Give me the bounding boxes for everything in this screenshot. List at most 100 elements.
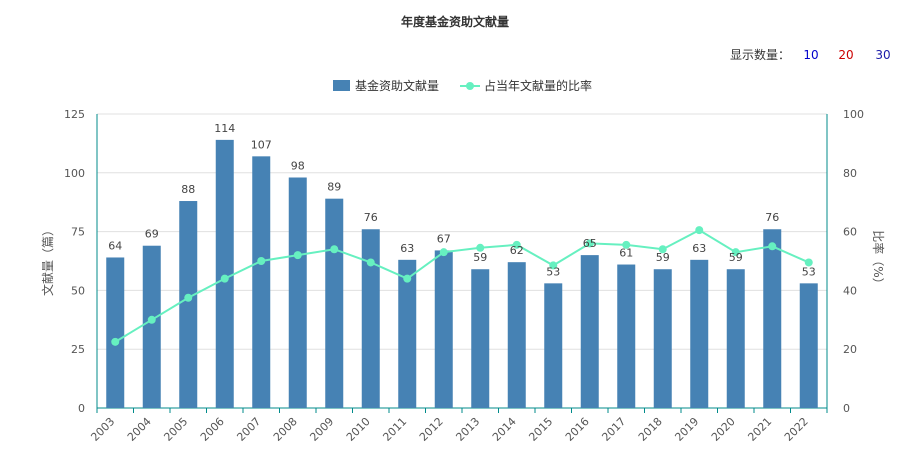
bar[interactable]	[580, 255, 599, 408]
display-count-control: 显示数量： 10 20 30	[730, 47, 891, 62]
y-tick-label: 0	[78, 402, 85, 415]
bar[interactable]	[325, 198, 344, 408]
ratio-point[interactable]	[512, 240, 521, 249]
x-tick-label: 2016	[563, 415, 592, 444]
y2-tick-label: 20	[843, 343, 857, 356]
x-tick-label: 2018	[636, 415, 665, 444]
legend-item-bar[interactable]: 基金资助文献量	[333, 78, 439, 93]
y-axis-title: 文献量（篇）	[40, 224, 55, 296]
bar[interactable]	[617, 264, 636, 408]
bar[interactable]	[179, 201, 198, 408]
bar[interactable]	[106, 257, 125, 408]
bar-series	[106, 139, 818, 408]
x-tick-label: 2012	[417, 415, 446, 444]
line-series	[111, 226, 813, 346]
bar-value-label: 53	[546, 265, 560, 278]
ratio-point[interactable]	[257, 257, 266, 265]
y-tick-label: 100	[64, 167, 85, 180]
ratio-point[interactable]	[658, 245, 667, 254]
bar[interactable]	[544, 283, 563, 408]
x-tick-label: 2017	[599, 415, 628, 444]
bar-value-label: 76	[364, 211, 378, 224]
bar[interactable]	[690, 259, 709, 408]
grid-lines	[97, 113, 827, 350]
bar-value-label: 76	[765, 211, 779, 224]
ratio-point[interactable]	[585, 239, 594, 248]
ratio-point[interactable]	[476, 243, 485, 252]
bar-value-label: 59	[729, 251, 743, 264]
bar[interactable]	[726, 269, 745, 408]
y2-tick-label: 80	[843, 167, 857, 180]
ratio-point[interactable]	[804, 258, 813, 267]
x-tick-label: 2020	[709, 415, 738, 444]
y2-axis-title: 比率（%）	[871, 230, 886, 289]
bar[interactable]	[507, 262, 526, 408]
ratio-point[interactable]	[731, 248, 740, 257]
ratio-point[interactable]	[184, 293, 193, 302]
display-count-option-30[interactable]: 30	[875, 48, 890, 62]
chart-title: 年度基金资助文献量	[401, 14, 509, 29]
bar[interactable]	[252, 156, 271, 408]
legend-bar-label: 基金资助文献量	[355, 78, 439, 93]
bar-value-label: 53	[802, 265, 816, 278]
bar-value-label: 59	[473, 251, 487, 264]
ratio-point[interactable]	[220, 274, 229, 283]
x-tick-label: 2009	[307, 415, 336, 444]
ratio-point[interactable]	[695, 226, 704, 235]
bar-value-label: 61	[619, 247, 633, 260]
display-count-option-10[interactable]: 10	[803, 48, 818, 62]
bar[interactable]	[653, 269, 672, 408]
x-tick-label: 2006	[198, 415, 227, 444]
ratio-point[interactable]	[147, 315, 156, 324]
bar[interactable]	[471, 269, 490, 408]
ratio-line	[114, 228, 810, 343]
display-count-label: 显示数量：	[730, 47, 790, 62]
bar-value-label: 98	[291, 160, 305, 173]
display-count-option-20[interactable]: 20	[838, 48, 853, 62]
legend-line-marker	[466, 82, 474, 90]
bar-value-label: 62	[510, 244, 524, 257]
legend-item-line[interactable]: 占当年文献量的比率	[460, 78, 592, 93]
bar-value-label: 59	[656, 251, 670, 264]
ratio-point[interactable]	[439, 248, 448, 257]
bar[interactable]	[398, 259, 417, 408]
legend: 基金资助文献量 占当年文献量的比率	[333, 78, 592, 93]
ratio-point[interactable]	[403, 274, 412, 283]
ratio-point[interactable]	[622, 240, 631, 249]
ratio-point[interactable]	[366, 258, 375, 267]
x-tick-label: 2013	[453, 415, 482, 444]
ratio-point[interactable]	[768, 242, 777, 251]
x-tick-label: 2003	[88, 415, 117, 444]
x-tick-label: 2005	[161, 415, 190, 444]
ratio-point[interactable]	[111, 337, 120, 346]
legend-bar-swatch	[333, 80, 350, 91]
bar[interactable]	[215, 139, 234, 408]
y2-tick-label: 0	[843, 402, 850, 415]
data-labels: 64 69 88 114 107 98 89 76 63 67 59 62 53 65 61 59 63 59 76…	[108, 122, 816, 278]
ratio-point[interactable]	[549, 261, 558, 270]
bar-value-label: 114	[214, 122, 235, 135]
x-tick-label: 2008	[271, 415, 300, 444]
bar-value-label: 89	[327, 181, 341, 194]
bar-value-label: 107	[251, 138, 272, 151]
y-tick-label: 75	[71, 226, 85, 239]
bar[interactable]	[763, 229, 782, 408]
y-tick-label: 50	[71, 284, 85, 297]
x-tick-label: 2010	[344, 415, 373, 444]
x-tick-label: 2004	[125, 415, 154, 444]
y-tick-label: 125	[64, 108, 85, 121]
ratio-point[interactable]	[293, 251, 302, 260]
x-tick-label: 2014	[490, 415, 519, 444]
bar[interactable]	[799, 283, 818, 408]
ratio-point[interactable]	[330, 245, 339, 254]
bar[interactable]	[142, 245, 161, 408]
bar-value-label: 67	[437, 232, 451, 245]
bar[interactable]	[434, 250, 453, 408]
bar-value-label: 63	[400, 242, 414, 255]
bar[interactable]	[288, 177, 307, 408]
bar-value-label: 69	[145, 228, 159, 241]
bar[interactable]	[361, 229, 380, 408]
bar-value-label: 63	[692, 242, 706, 255]
x-tick-label: 2019	[672, 415, 701, 444]
